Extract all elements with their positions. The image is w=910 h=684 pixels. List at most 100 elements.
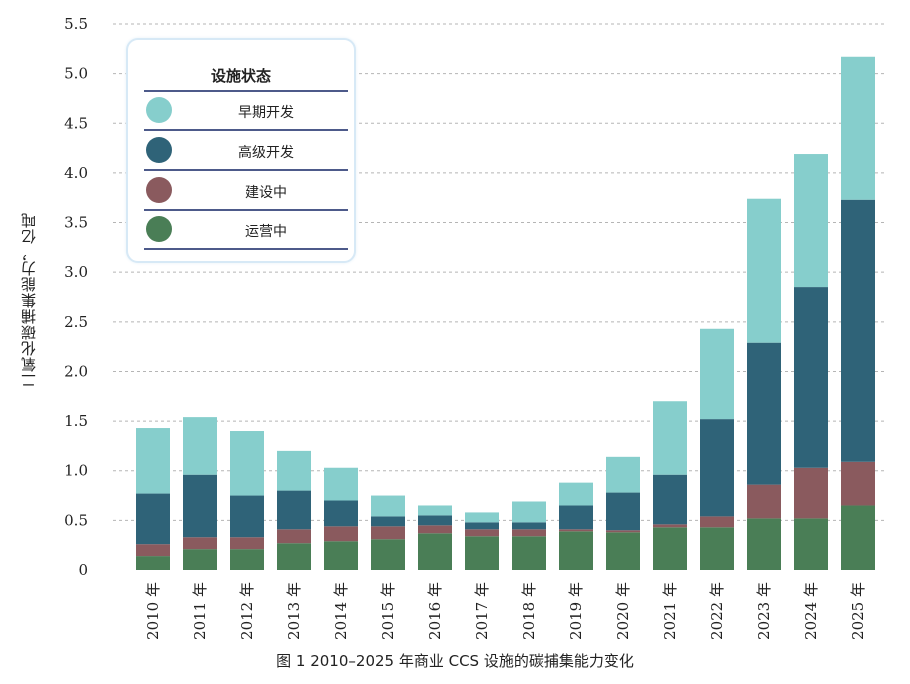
- y-tick-label: 2.5: [64, 313, 88, 331]
- bar-segment: [277, 490, 311, 530]
- legend-item-early-development: 早期开发: [144, 96, 348, 126]
- bar-segment: [606, 532, 640, 570]
- bar-segment: [512, 536, 546, 570]
- bar-segment: [606, 492, 640, 531]
- x-tick-label: 2015 年: [379, 582, 397, 640]
- x-tick-label: 2025 年: [849, 582, 867, 640]
- bar-segment: [324, 541, 358, 570]
- x-tick-label: 2019 年: [567, 582, 585, 640]
- legend-label: 早期开发: [238, 105, 294, 121]
- bar-segment: [841, 56, 875, 200]
- legend-item-in-construction: 建设中: [144, 176, 348, 206]
- bar-segment: [418, 533, 452, 570]
- bar-segment: [371, 539, 405, 570]
- legend-label: 运营中: [245, 224, 287, 240]
- legend-label: 建设中: [245, 185, 287, 201]
- bar-segment: [559, 531, 593, 570]
- bar-segment: [841, 461, 875, 506]
- bar-segment: [418, 525, 452, 534]
- bar-segment: [183, 537, 217, 550]
- y-tick-label: 0: [78, 561, 88, 579]
- bar-segment: [794, 154, 828, 288]
- bar-segment: [653, 474, 687, 525]
- bar-segment: [606, 456, 640, 493]
- bar-segment: [230, 549, 264, 570]
- bar-segment: [559, 505, 593, 530]
- y-axis-label: 二氧化碳捕集能力，亿吨: [19, 212, 38, 388]
- legend-label: 高级开发: [238, 145, 294, 161]
- bar-segment: [371, 495, 405, 517]
- bar-segment: [465, 529, 499, 537]
- bar-segment: [747, 198, 781, 343]
- y-tick-label: 3.5: [64, 214, 88, 232]
- bar-segment: [700, 516, 734, 528]
- y-tick-label: 1.5: [64, 412, 88, 430]
- x-tick-label: 2012 年: [238, 582, 256, 640]
- bar-segment: [277, 450, 311, 491]
- legend-divider: [144, 248, 348, 250]
- bar-segment: [230, 537, 264, 550]
- y-tick-label: 0.5: [64, 511, 88, 529]
- legend-title: 设施状态: [210, 67, 271, 85]
- bar-segment: [794, 518, 828, 570]
- bar-segment: [747, 342, 781, 485]
- bar-segment: [277, 543, 311, 570]
- y-tick-label: 3.0: [64, 263, 88, 281]
- x-tick-label: 2011 年: [191, 582, 209, 640]
- bar-segment: [136, 493, 170, 545]
- legend-divider: [144, 129, 348, 131]
- bar-segment: [653, 527, 687, 570]
- bar-segment: [324, 526, 358, 542]
- bar-segment: [653, 401, 687, 475]
- bar-segment: [324, 467, 358, 501]
- y-tick-label: 1.0: [64, 462, 88, 480]
- bar-segment: [418, 505, 452, 516]
- bar-segment: [136, 544, 170, 557]
- bar-segment: [559, 529, 593, 532]
- x-tick-label: 2020 年: [614, 582, 632, 640]
- legend-divider: [144, 90, 348, 92]
- bar-segment: [700, 328, 734, 420]
- bar-segment: [183, 417, 217, 475]
- bar-segment: [136, 556, 170, 570]
- x-axis-ticks: 2010 年 2011 年 2012 年 2013 年 2014 年 2015 年 2016…: [144, 582, 867, 640]
- bar-segment: [794, 287, 828, 468]
- bar-segment: [418, 515, 452, 526]
- bar-segment: [230, 431, 264, 496]
- bar-segment: [465, 512, 499, 523]
- x-tick-label: 2010 年: [144, 582, 162, 640]
- bar-segment: [465, 522, 499, 530]
- legend-item-advanced-development: 高级开发: [144, 136, 348, 166]
- bar-segment: [794, 467, 828, 519]
- x-tick-label: 2021 年: [661, 582, 679, 640]
- x-tick-label: 2022 年: [708, 582, 726, 640]
- y-tick-label: 5.5: [64, 15, 88, 33]
- x-tick-label: 2023 年: [755, 582, 773, 640]
- x-tick-label: 2017 年: [473, 582, 491, 640]
- bar-stacks: [136, 56, 875, 570]
- legend-swatch-operational: [146, 216, 172, 242]
- legend-item-operational: 运营中: [144, 215, 348, 245]
- x-tick-label: 2024 年: [802, 582, 820, 640]
- legend-swatch-in-construction: [146, 177, 172, 203]
- bar-segment: [371, 516, 405, 527]
- bar-segment: [230, 495, 264, 538]
- bar-segment: [606, 530, 640, 533]
- legend-swatch-early-development: [146, 97, 172, 123]
- bar-segment: [747, 518, 781, 570]
- bar-segment: [324, 500, 358, 527]
- bar-segment: [183, 549, 217, 570]
- y-axis-ticks: 0 0.5 1.0 1.5 2.0 2.5 3.0 3.5 4.0 4.5 5.0 5.5: [64, 15, 88, 579]
- x-tick-label: 2013 年: [285, 582, 303, 640]
- bar-segment: [841, 505, 875, 570]
- y-tick-label: 2.0: [64, 362, 88, 380]
- bar-segment: [700, 419, 734, 517]
- bar-segment: [136, 428, 170, 494]
- y-tick-label: 5.0: [64, 65, 88, 83]
- bar-segment: [559, 482, 593, 506]
- legend-divider: [144, 209, 348, 211]
- bar-segment: [277, 529, 311, 544]
- figure-caption: 图 1 2010–2025 年商业 CCS 设施的碳捕集能力变化: [276, 652, 634, 670]
- bar-segment: [700, 527, 734, 570]
